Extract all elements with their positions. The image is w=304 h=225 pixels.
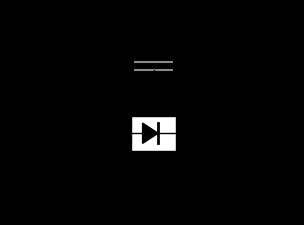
Bar xyxy=(131,116,176,151)
Polygon shape xyxy=(143,124,158,144)
Text: TERMINAL IDENTIFICATION: TERMINAL IDENTIFICATION xyxy=(26,9,278,26)
